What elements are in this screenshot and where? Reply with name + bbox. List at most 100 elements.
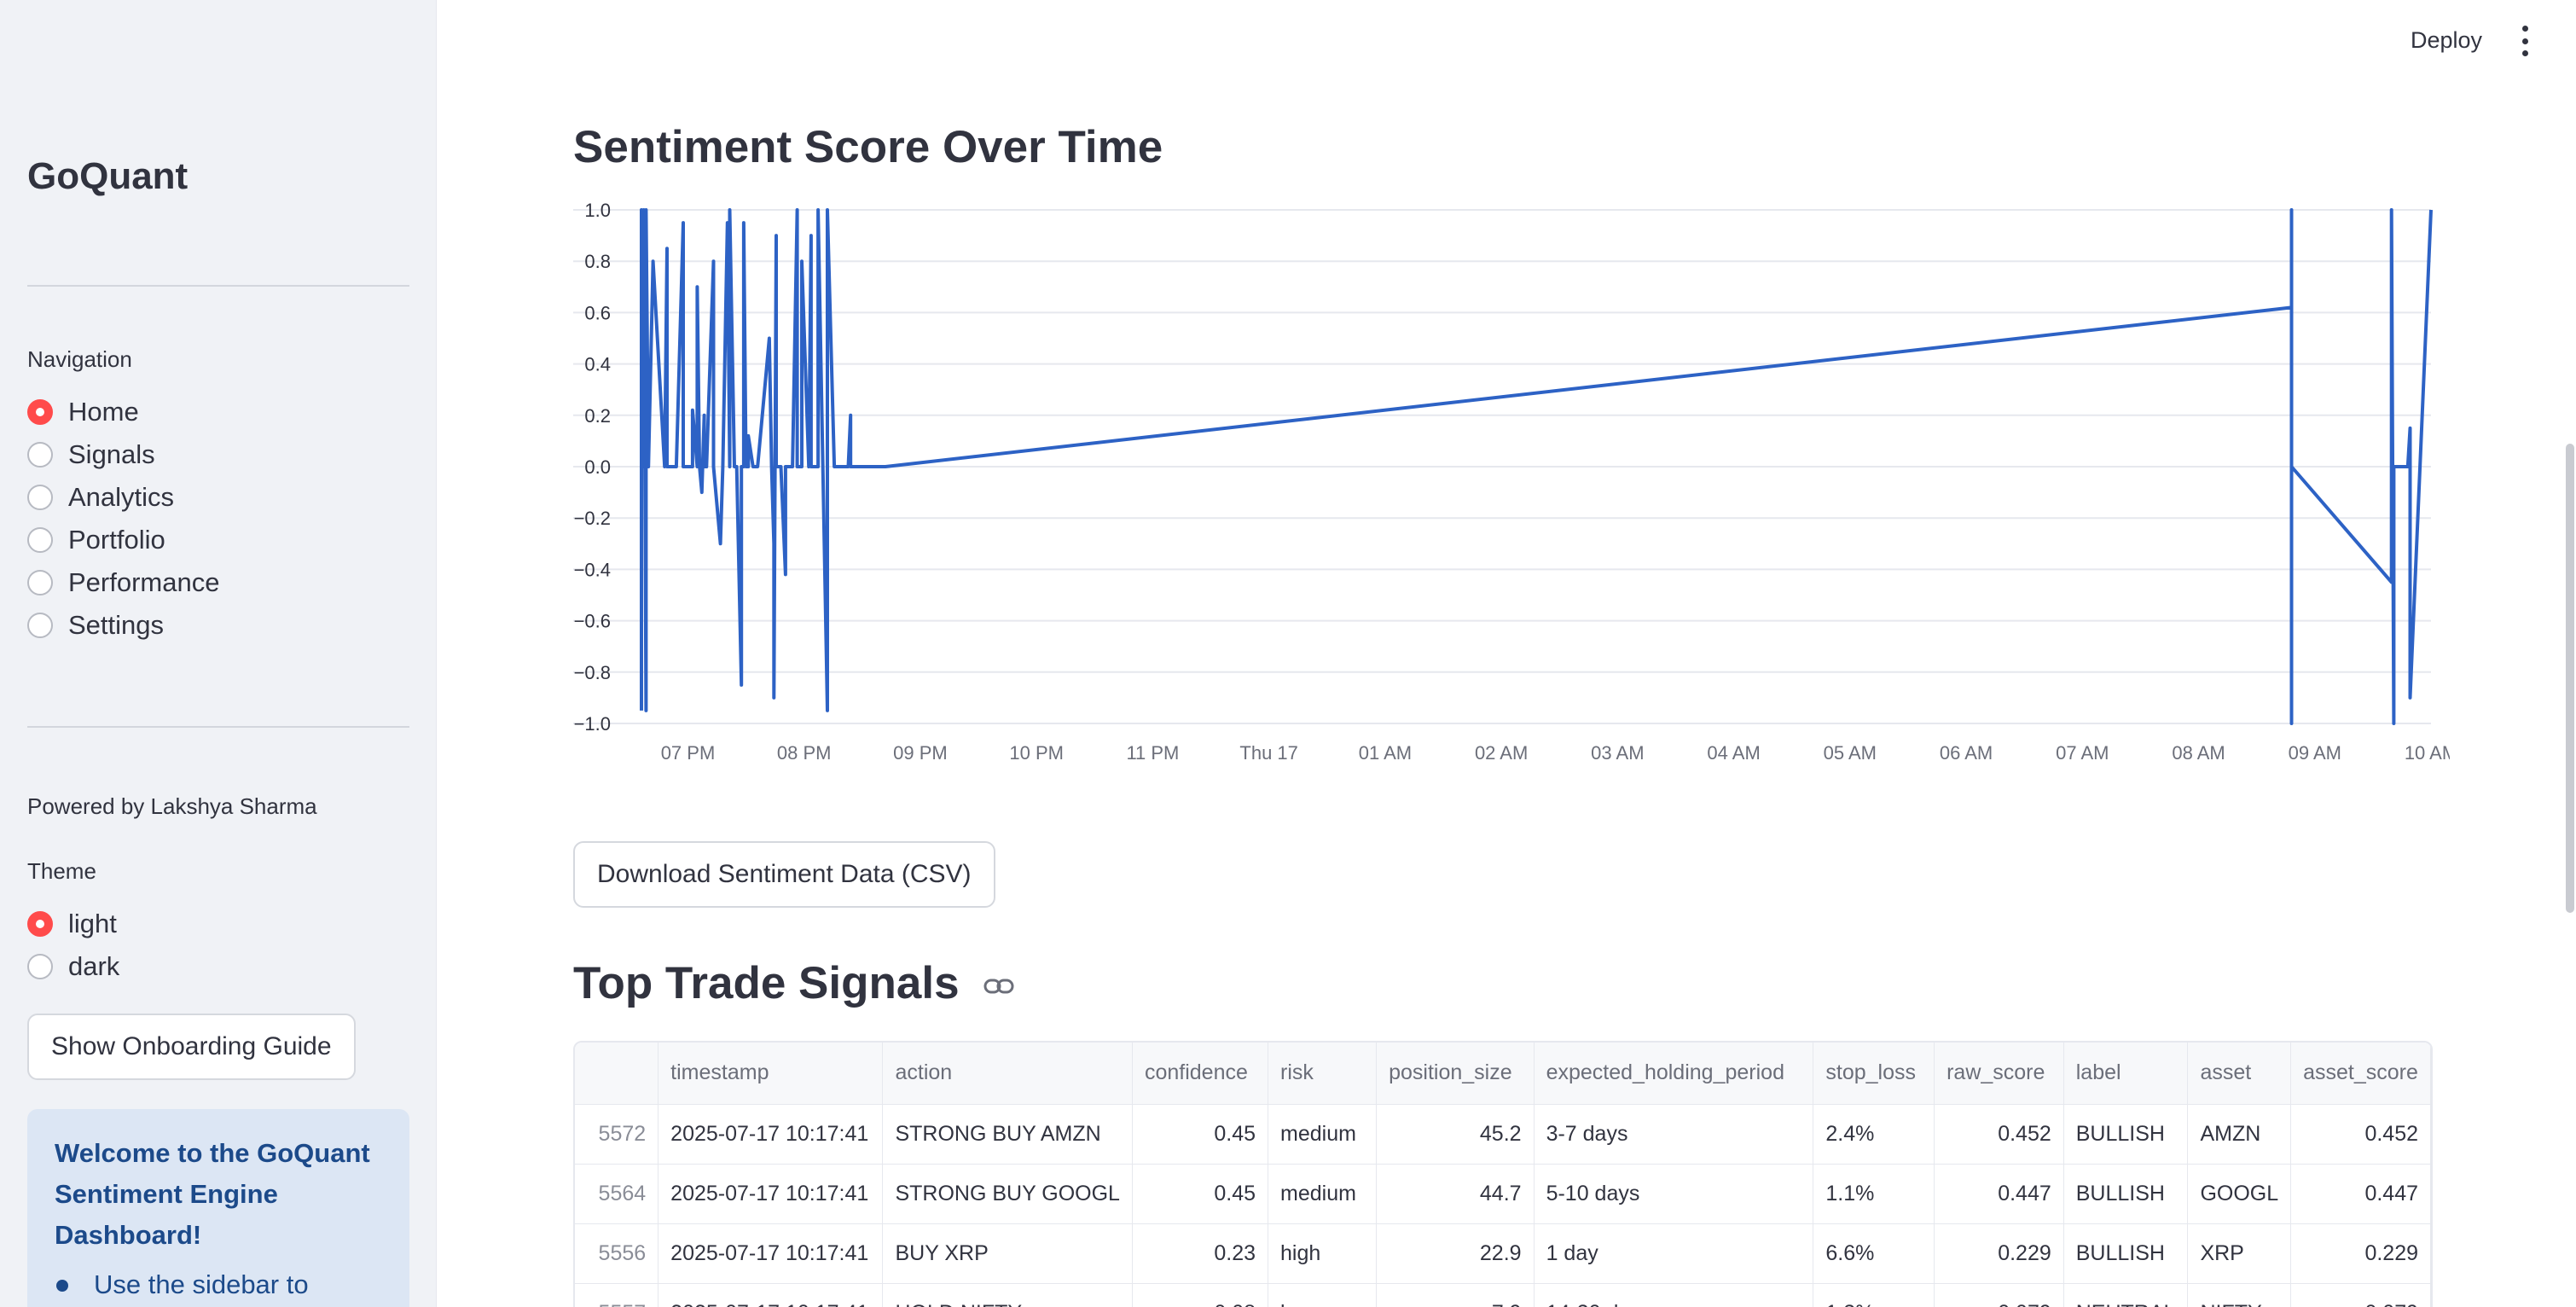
table-cell[interactable]: 1 day — [1534, 1223, 1813, 1283]
table-cell[interactable]: HOLD NIFTY — [883, 1283, 1132, 1307]
table-cell[interactable]: BUY XRP — [883, 1223, 1132, 1283]
table-cell[interactable]: 6.6% — [1813, 1223, 1935, 1283]
table-cell[interactable]: 0.079 — [1935, 1283, 2064, 1307]
table-cell[interactable]: 0.229 — [2291, 1223, 2431, 1283]
column-header[interactable]: confidence — [1132, 1043, 1268, 1104]
nav-item-portfolio[interactable]: Portfolio — [27, 519, 219, 561]
table-cell[interactable]: 0.079 — [2291, 1283, 2431, 1307]
theme-label: Theme — [27, 858, 96, 885]
table-cell[interactable]: BULLISH — [2063, 1164, 2188, 1223]
more-vertical-icon[interactable] — [2516, 26, 2533, 56]
table-cell[interactable]: XRP — [2188, 1223, 2291, 1283]
table-cell[interactable]: 2025-07-17 10:17:41 — [659, 1104, 883, 1164]
table-cell[interactable]: NEUTRAL — [2063, 1283, 2188, 1307]
table-cell[interactable]: AMZN — [2188, 1104, 2291, 1164]
bullet-icon — [56, 1280, 68, 1292]
radio-icon[interactable] — [27, 442, 53, 468]
row-index-cell[interactable]: 5556 — [575, 1223, 659, 1283]
welcome-title: Welcome to the GoQuant Sentiment Engine … — [55, 1133, 382, 1256]
table-cell[interactable]: 1.3% — [1813, 1283, 1935, 1307]
table-cell[interactable]: 2025-07-17 10:17:41 — [659, 1164, 883, 1223]
table-cell[interactable]: 7.9 — [1377, 1283, 1534, 1307]
nav-item-signals[interactable]: Signals — [27, 433, 219, 476]
radio-selected-icon[interactable] — [27, 399, 53, 425]
table-cell[interactable]: 2025-07-17 10:17:41 — [659, 1283, 883, 1307]
radio-icon[interactable] — [27, 485, 53, 510]
table-cell[interactable]: STRONG BUY AMZN — [883, 1104, 1132, 1164]
x-tick-label: 03 AM — [1591, 742, 1644, 764]
brand-title: GoQuant — [27, 155, 188, 198]
table-cell[interactable]: BULLISH — [2063, 1223, 2188, 1283]
table-cell[interactable]: STRONG BUY GOOGL — [883, 1164, 1132, 1223]
table-row[interactable]: 5564 2025-07-17 10:17:41 STRONG BUY GOOGL 0… — [575, 1164, 2431, 1223]
row-index-cell[interactable]: 5564 — [575, 1164, 659, 1223]
column-header[interactable]: timestamp — [659, 1043, 883, 1104]
table-cell[interactable]: GOOGL — [2188, 1164, 2291, 1223]
table-cell[interactable]: 14-30 days — [1534, 1283, 1813, 1307]
column-header[interactable]: raw_score — [1935, 1043, 2064, 1104]
signals-table[interactable]: timestamp action confidence risk positio… — [573, 1041, 2433, 1307]
nav-item-label: Analytics — [68, 482, 174, 513]
table-cell[interactable]: 0.229 — [1935, 1223, 2064, 1283]
table-cell[interactable]: 22.9 — [1377, 1223, 1534, 1283]
navigation-radio-group: Home Signals Analytics Portfolio Perform… — [27, 391, 219, 647]
show-onboarding-guide-button[interactable]: Show Onboarding Guide — [27, 1014, 356, 1080]
table-cell[interactable]: low — [1268, 1283, 1377, 1307]
table-cell[interactable]: 0.452 — [1935, 1104, 2064, 1164]
nav-item-analytics[interactable]: Analytics — [27, 476, 219, 519]
table-cell[interactable]: 0.08 — [1132, 1283, 1268, 1307]
table-cell[interactable]: 0.45 — [1132, 1104, 1268, 1164]
table-cell[interactable]: 5-10 days — [1534, 1164, 1813, 1223]
column-header[interactable]: stop_loss — [1813, 1043, 1935, 1104]
link-icon[interactable] — [983, 976, 1014, 996]
table-cell[interactable]: 0.23 — [1132, 1223, 1268, 1283]
column-header[interactable]: asset — [2188, 1043, 2291, 1104]
deploy-button[interactable]: Deploy — [2411, 27, 2482, 54]
x-tick-label: 10 AM — [2405, 742, 2450, 764]
table-cell[interactable]: 44.7 — [1377, 1164, 1534, 1223]
nav-item-settings[interactable]: Settings — [27, 604, 219, 647]
table-cell[interactable]: BULLISH — [2063, 1104, 2188, 1164]
welcome-info-box: Welcome to the GoQuant Sentiment Engine … — [27, 1109, 409, 1307]
column-header[interactable]: asset_score — [2291, 1043, 2431, 1104]
table-cell[interactable]: NIFTY — [2188, 1283, 2291, 1307]
row-index-cell[interactable]: 5557 — [575, 1283, 659, 1307]
table-cell[interactable]: 2025-07-17 10:17:41 — [659, 1223, 883, 1283]
radio-icon[interactable] — [27, 527, 53, 553]
table-cell[interactable]: 0.447 — [1935, 1164, 2064, 1223]
table-cell[interactable]: high — [1268, 1223, 1377, 1283]
download-csv-button[interactable]: Download Sentiment Data (CSV) — [573, 841, 995, 908]
nav-item-label: Settings — [68, 610, 164, 641]
y-tick-label: 0.0 — [584, 456, 611, 478]
page-scrollbar[interactable] — [2566, 444, 2574, 913]
table-cell[interactable]: 0.447 — [2291, 1164, 2431, 1223]
theme-item-light[interactable]: light — [27, 903, 119, 945]
column-header[interactable]: risk — [1268, 1043, 1377, 1104]
table-cell[interactable]: 1.1% — [1813, 1164, 1935, 1223]
row-index-cell[interactable]: 5572 — [575, 1104, 659, 1164]
column-header-index[interactable] — [575, 1043, 659, 1104]
table-cell[interactable]: 3-7 days — [1534, 1104, 1813, 1164]
radio-icon[interactable] — [27, 613, 53, 638]
signals-title: Top Trade Signals — [573, 957, 1014, 1009]
column-header[interactable]: action — [883, 1043, 1132, 1104]
radio-icon[interactable] — [27, 570, 53, 595]
table-row[interactable]: 5556 2025-07-17 10:17:41 BUY XRP 0.23 high 22… — [575, 1223, 2431, 1283]
table-cell[interactable]: 45.2 — [1377, 1104, 1534, 1164]
table-row[interactable]: 5572 2025-07-17 10:17:41 STRONG BUY AMZN 0.… — [575, 1104, 2431, 1164]
table-row[interactable]: 55572025-07-17 10:17:41HOLD NIFTY0.08low… — [575, 1283, 2431, 1307]
column-header[interactable]: expected_holding_period — [1534, 1043, 1813, 1104]
radio-selected-icon[interactable] — [27, 911, 53, 937]
x-tick-label: 09 PM — [893, 742, 948, 764]
table-cell[interactable]: 2.4% — [1813, 1104, 1935, 1164]
nav-item-performance[interactable]: Performance — [27, 561, 219, 604]
column-header[interactable]: label — [2063, 1043, 2188, 1104]
theme-item-dark[interactable]: dark — [27, 945, 119, 988]
radio-icon[interactable] — [27, 954, 53, 979]
table-cell[interactable]: medium — [1268, 1164, 1377, 1223]
nav-item-home[interactable]: Home — [27, 391, 219, 433]
table-cell[interactable]: 0.452 — [2291, 1104, 2431, 1164]
table-cell[interactable]: medium — [1268, 1104, 1377, 1164]
table-cell[interactable]: 0.45 — [1132, 1164, 1268, 1223]
column-header[interactable]: position_size — [1377, 1043, 1534, 1104]
